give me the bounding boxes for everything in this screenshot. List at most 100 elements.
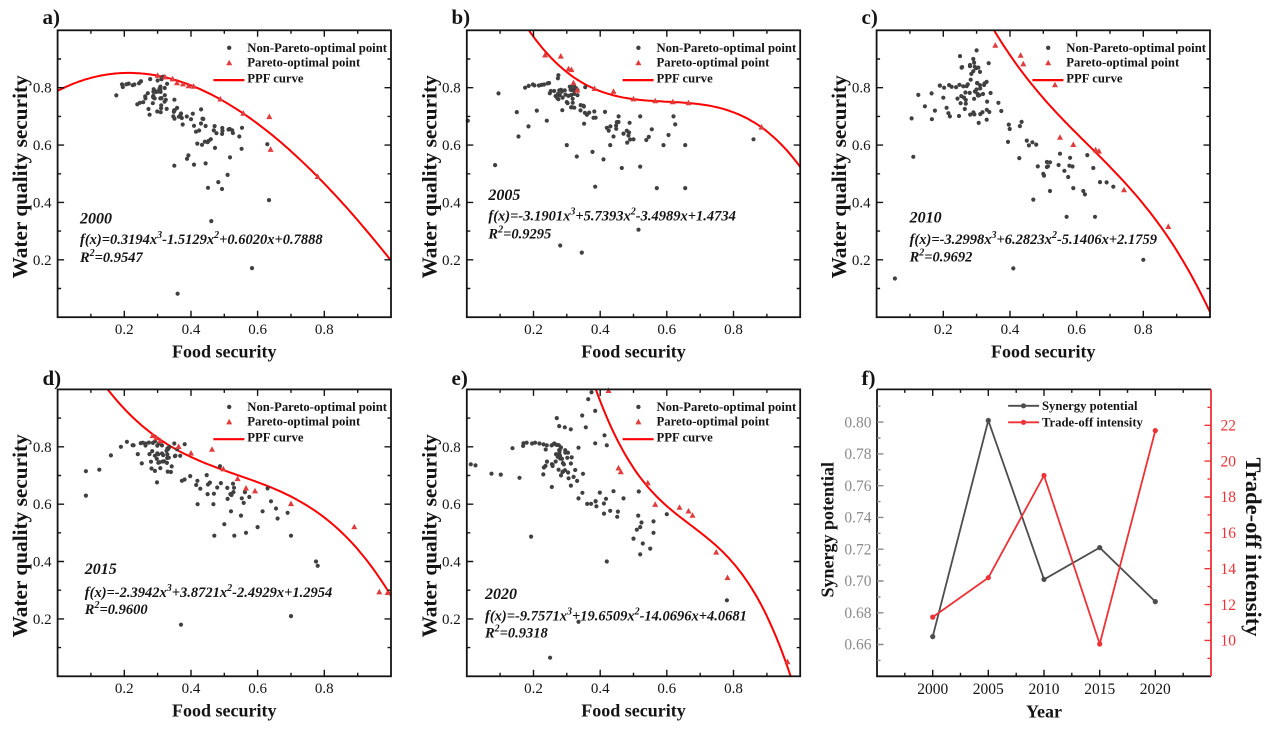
svg-text:PPF curve: PPF curve (657, 431, 714, 445)
svg-text:2005: 2005 (973, 681, 1004, 698)
svg-text:0.8: 0.8 (724, 681, 743, 697)
svg-text:0.8: 0.8 (442, 81, 461, 97)
svg-text:Trade-off intensity: Trade-off intensity (1042, 416, 1144, 430)
svg-text:Food security: Food security (581, 342, 685, 362)
svg-text:0.2: 0.2 (115, 681, 134, 697)
svg-text:a): a) (43, 5, 61, 29)
svg-text:0.76: 0.76 (844, 478, 871, 495)
svg-text:0.4: 0.4 (33, 555, 52, 571)
svg-text:0.8: 0.8 (315, 681, 334, 697)
svg-text:0.6: 0.6 (33, 138, 52, 154)
svg-text:R2=0.9692: R2=0.9692 (909, 248, 973, 266)
svg-text:0.6: 0.6 (442, 138, 461, 154)
svg-text:0.74: 0.74 (844, 510, 871, 527)
svg-text:Trade-off intensity: Trade-off intensity (1241, 458, 1266, 638)
svg-text:0.6: 0.6 (248, 681, 267, 697)
svg-text:Pareto-optimal point: Pareto-optimal point (657, 414, 771, 428)
svg-text:0.8: 0.8 (33, 440, 52, 456)
svg-text:Water quality security: Water quality security (827, 75, 851, 278)
svg-text:Food security: Food security (991, 342, 1095, 362)
svg-text:Food security: Food security (172, 701, 276, 721)
svg-text:Water quality security: Water quality security (8, 75, 32, 278)
svg-text:Food security: Food security (581, 701, 685, 721)
svg-text:PPF curve: PPF curve (247, 431, 304, 445)
svg-text:Water quality security: Water quality security (8, 434, 32, 637)
svg-text:10: 10 (1221, 633, 1237, 650)
svg-text:Synergy potential: Synergy potential (1042, 399, 1138, 413)
svg-text:2010: 2010 (909, 210, 942, 227)
svg-text:f): f) (862, 366, 876, 390)
svg-text:0.8: 0.8 (852, 81, 871, 97)
svg-text:0.6: 0.6 (248, 322, 267, 338)
svg-text:0.4: 0.4 (182, 681, 201, 697)
svg-text:Pareto-optimal point: Pareto-optimal point (1066, 55, 1180, 69)
svg-text:d): d) (43, 366, 62, 390)
svg-text:0.8: 0.8 (442, 440, 461, 456)
svg-text:f(x)=-3.2998x3​+6.2823x2​-5.14: f(x)=-3.2998x3​+6.2823x2​-5.1406x+2.1759 (910, 230, 1157, 248)
svg-text:f(x)=-9.7571x3​+19.6509x2​-14.: f(x)=-9.7571x3​+19.6509x2​-14.0696x+4.06… (485, 607, 747, 625)
svg-text:18: 18 (1221, 489, 1237, 506)
svg-text:b): b) (452, 5, 471, 29)
svg-text:Water quality security: Water quality security (417, 434, 441, 637)
svg-text:2015: 2015 (1084, 681, 1115, 698)
svg-text:14: 14 (1221, 561, 1237, 578)
svg-text:e): e) (452, 366, 468, 390)
svg-text:0.72: 0.72 (844, 541, 871, 558)
svg-text:0.8: 0.8 (33, 81, 52, 97)
svg-text:2020: 2020 (484, 586, 517, 603)
svg-text:2010: 2010 (1029, 681, 1060, 698)
svg-text:Pareto-optimal point: Pareto-optimal point (657, 55, 771, 69)
svg-text:0.80: 0.80 (844, 414, 871, 431)
svg-text:0.2: 0.2 (115, 322, 134, 338)
svg-text:Pareto-optimal point: Pareto-optimal point (247, 55, 361, 69)
svg-text:Food security: Food security (172, 342, 276, 362)
svg-text:0.70: 0.70 (844, 573, 871, 590)
svg-text:0.6: 0.6 (657, 681, 676, 697)
svg-text:Non-Pareto-optimal point: Non-Pareto-optimal point (657, 41, 797, 55)
svg-text:0.6: 0.6 (852, 138, 871, 154)
svg-text:0.66: 0.66 (844, 637, 871, 654)
svg-text:0.6: 0.6 (657, 322, 676, 338)
svg-text:0.6: 0.6 (1067, 322, 1086, 338)
svg-text:0.4: 0.4 (442, 555, 461, 571)
svg-text:Year: Year (1026, 701, 1062, 721)
svg-text:22: 22 (1221, 418, 1237, 435)
svg-text:Non-Pareto-optimal point: Non-Pareto-optimal point (657, 400, 797, 414)
svg-text:PPF curve: PPF curve (1066, 72, 1123, 86)
svg-text:0.4: 0.4 (591, 681, 610, 697)
svg-text:0.4: 0.4 (442, 195, 461, 211)
svg-text:Non-Pareto-optimal point: Non-Pareto-optimal point (247, 400, 387, 414)
svg-text:0.4: 0.4 (852, 195, 871, 211)
svg-text:f(x)=0.3194x3​-1.5129x2​+0.602: f(x)=0.3194x3​-1.5129x2​+0.6020x+0.7888 (80, 230, 323, 248)
svg-text:0.8: 0.8 (1134, 322, 1153, 338)
svg-text:0.68: 0.68 (844, 605, 871, 622)
svg-text:0.2: 0.2 (33, 612, 52, 628)
svg-text:0.6: 0.6 (33, 497, 52, 513)
svg-text:Pareto-optimal point: Pareto-optimal point (247, 414, 361, 428)
svg-text:0.8: 0.8 (315, 322, 334, 338)
svg-text:0.78: 0.78 (844, 446, 871, 463)
svg-text:2015: 2015 (84, 561, 117, 578)
svg-text:R2=0.9547: R2=0.9547 (79, 248, 144, 266)
svg-text:2000: 2000 (917, 681, 948, 698)
svg-text:2020: 2020 (1140, 681, 1171, 698)
svg-text:16: 16 (1221, 525, 1237, 542)
svg-text:0.6: 0.6 (442, 497, 461, 513)
svg-text:0.4: 0.4 (33, 195, 52, 211)
svg-text:0.2: 0.2 (852, 253, 871, 269)
svg-text:PPF curve: PPF curve (657, 72, 714, 86)
svg-text:0.2: 0.2 (934, 322, 953, 338)
svg-text:0.2: 0.2 (33, 253, 52, 269)
svg-text:R2=0.9600: R2=0.9600 (84, 600, 148, 618)
svg-text:0.8: 0.8 (724, 322, 743, 338)
svg-text:Synergy potential: Synergy potential (818, 462, 838, 598)
svg-text:c): c) (862, 5, 878, 29)
svg-text:0.2: 0.2 (524, 681, 543, 697)
svg-text:2005: 2005 (487, 187, 520, 204)
svg-text:Non-Pareto-optimal point: Non-Pareto-optimal point (247, 41, 387, 55)
svg-text:R2=0.9318: R2=0.9318 (484, 624, 549, 642)
svg-text:0.4: 0.4 (1001, 322, 1020, 338)
svg-text:Non-Pareto-optimal point: Non-Pareto-optimal point (1066, 41, 1206, 55)
svg-text:0.2: 0.2 (524, 322, 543, 338)
svg-text:f(x)=-2.3942x3​+3.8721x2​-2.49: f(x)=-2.3942x3​+3.8721x2​-2.4929x+1.2954 (85, 583, 332, 601)
